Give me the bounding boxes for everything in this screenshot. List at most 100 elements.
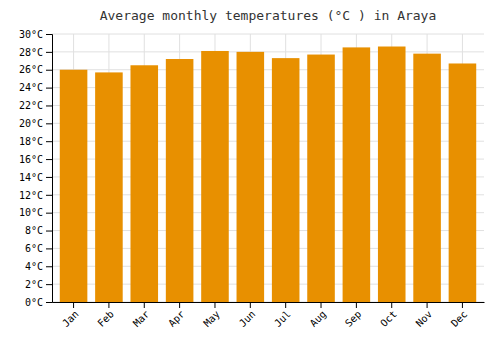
x-tick-mark bbox=[391, 302, 392, 308]
plot-area bbox=[60, 47, 476, 302]
x-tick-label: Nov bbox=[414, 308, 435, 329]
y-tick-mark bbox=[46, 52, 52, 53]
y-tick: 12°C bbox=[19, 190, 52, 201]
title: Average monthly temperatures (°C ) in Ar… bbox=[100, 8, 437, 23]
y-tick-label: 6°C bbox=[25, 243, 43, 254]
bar bbox=[449, 63, 477, 302]
y-tick-mark bbox=[46, 266, 52, 267]
y-tick: 4°C bbox=[25, 261, 52, 272]
x-tick: Mar bbox=[131, 302, 152, 329]
x-tick-label: Jun bbox=[237, 308, 258, 329]
grid bbox=[52, 34, 484, 302]
y-tick: 10°C bbox=[19, 207, 52, 218]
x-tick: May bbox=[201, 302, 222, 329]
x-tick: Dec bbox=[449, 302, 470, 329]
y-tick: 28°C bbox=[19, 47, 52, 58]
x-tick-mark bbox=[179, 302, 180, 308]
x-tick-label: Mar bbox=[131, 308, 152, 329]
chart-container: Jan Feb Mar Apr May Jun Jul Aug Sep Oct Nov Dec 0°C 2… bbox=[0, 0, 500, 350]
y-tick-label: 22°C bbox=[19, 100, 43, 111]
y-tick-label: 24°C bbox=[19, 82, 43, 93]
x-tick: Feb bbox=[95, 302, 116, 329]
x-tick-label: Apr bbox=[166, 308, 187, 329]
x-tick-label: Jan bbox=[60, 308, 81, 329]
y-tick-label: 18°C bbox=[19, 136, 43, 147]
y-tick: 20°C bbox=[19, 118, 52, 129]
x-tick-mark bbox=[108, 302, 109, 308]
y-tick: 8°C bbox=[25, 225, 52, 236]
y-tick: 2°C bbox=[25, 279, 52, 290]
x-tick: Jun bbox=[237, 302, 258, 329]
bar bbox=[95, 72, 123, 302]
y-tick-mark bbox=[46, 105, 52, 106]
bar bbox=[272, 58, 300, 302]
x-tick-mark bbox=[214, 302, 215, 308]
x-tick-mark bbox=[356, 302, 357, 308]
x-tick-label: Aug bbox=[308, 308, 329, 329]
y-tick-mark bbox=[46, 213, 52, 214]
x-tick: Nov bbox=[414, 302, 435, 329]
grid-line-y bbox=[52, 34, 484, 35]
y-tick-mark bbox=[46, 248, 52, 249]
y-tick-label: 4°C bbox=[25, 261, 43, 272]
x-tick-label: Oct bbox=[378, 308, 399, 329]
y-tick: 22°C bbox=[19, 100, 52, 111]
y-tick-mark bbox=[46, 177, 52, 178]
y-tick-mark bbox=[46, 231, 52, 232]
x-axis: Jan Feb Mar Apr May Jun Jul Aug Sep Oct Nov Dec bbox=[53, 302, 485, 329]
y-tick-label: 2°C bbox=[25, 279, 43, 290]
x-tick-label: Feb bbox=[95, 308, 116, 329]
x-tick: Sep bbox=[343, 302, 364, 329]
y-tick-mark bbox=[46, 195, 52, 196]
y-axis: 0°C 2°C 4°C 6°C 8°C 10°C 12°C 14°C 16°C 18°C 20°C 2… bbox=[19, 29, 53, 308]
y-tick: 24°C bbox=[19, 82, 52, 93]
grid-line-y bbox=[52, 51, 484, 52]
x-axis-line bbox=[53, 302, 485, 303]
y-tick-label: 20°C bbox=[19, 118, 43, 129]
x-tick: Oct bbox=[378, 302, 399, 329]
y-axis-line bbox=[46, 35, 53, 303]
y-tick-mark bbox=[46, 34, 52, 35]
x-tick-label: May bbox=[201, 308, 222, 329]
y-tick: 14°C bbox=[19, 172, 52, 183]
x-tick-mark bbox=[321, 302, 322, 308]
x-tick-label: Sep bbox=[343, 308, 364, 329]
x-tick: Jan bbox=[60, 302, 81, 329]
bar bbox=[307, 55, 335, 302]
x-tick: Apr bbox=[166, 302, 187, 329]
y-tick-label: 30°C bbox=[19, 29, 43, 40]
y-tick-mark bbox=[46, 123, 52, 124]
y-tick: 26°C bbox=[19, 64, 52, 75]
y-tick-label: 8°C bbox=[25, 225, 43, 236]
x-tick: Aug bbox=[308, 302, 329, 329]
x-tick-label: Dec bbox=[449, 308, 470, 329]
y-tick: 18°C bbox=[19, 136, 52, 147]
y-tick: 16°C bbox=[19, 154, 52, 165]
y-tick-label: 26°C bbox=[19, 64, 43, 75]
y-tick-label: 28°C bbox=[19, 47, 43, 58]
x-tick-mark bbox=[427, 302, 428, 308]
x-tick-mark bbox=[462, 302, 463, 308]
y-tick-mark bbox=[46, 88, 52, 89]
y-tick-mark bbox=[46, 302, 52, 303]
bar bbox=[237, 52, 265, 302]
y-tick-label: 14°C bbox=[19, 172, 43, 183]
y-tick-mark bbox=[46, 141, 52, 142]
y-tick-label: 16°C bbox=[19, 154, 43, 165]
x-tick: Jul bbox=[272, 302, 293, 329]
y-tick-mark bbox=[46, 284, 52, 285]
x-tick-mark bbox=[144, 302, 145, 308]
y-tick-label: 12°C bbox=[19, 190, 43, 201]
y-tick-mark bbox=[46, 159, 52, 160]
y-tick: 0°C bbox=[25, 297, 52, 308]
bar bbox=[166, 59, 194, 302]
x-tick-label: Jul bbox=[272, 308, 293, 329]
y-tick-mark bbox=[46, 70, 52, 71]
y-tick: 30°C bbox=[19, 29, 52, 40]
bar bbox=[60, 70, 88, 302]
bar bbox=[201, 51, 229, 302]
chart-svg: Jan Feb Mar Apr May Jun Jul Aug Sep Oct Nov Dec 0°C 2… bbox=[0, 0, 500, 350]
x-tick-mark bbox=[285, 302, 286, 308]
bar bbox=[378, 47, 406, 302]
y-tick-label: 10°C bbox=[19, 207, 43, 218]
